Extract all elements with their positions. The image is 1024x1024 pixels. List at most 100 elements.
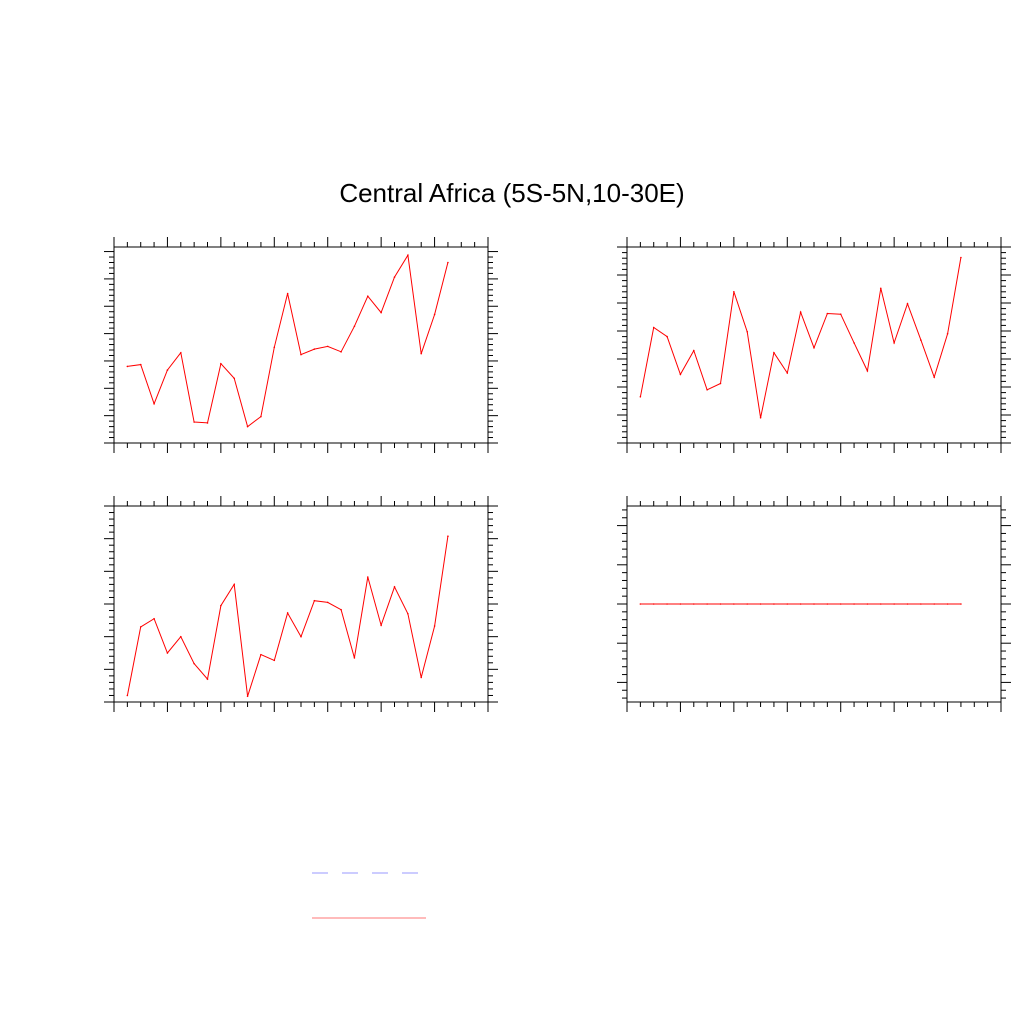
data-point: [179, 351, 182, 354]
data-point: [206, 678, 209, 680]
data-point: [853, 603, 855, 605]
data-point: [407, 254, 409, 257]
data-point: [393, 586, 396, 588]
data-point: [866, 603, 869, 605]
data-point: [799, 603, 802, 605]
data-point: [652, 603, 655, 605]
data-point: [393, 276, 396, 278]
data-point: [433, 625, 436, 627]
data-point: [893, 603, 895, 605]
data-point: [773, 603, 775, 605]
data-point: [946, 333, 949, 335]
data-point: [813, 347, 815, 349]
data-point: [166, 652, 169, 654]
data-point: [879, 603, 882, 605]
data-point: [813, 603, 815, 605]
data-point: [786, 372, 789, 374]
plot-frame: [113, 505, 489, 703]
data-point: [286, 612, 289, 614]
data-point: [153, 403, 155, 405]
data-point: [420, 352, 423, 355]
data-point: [326, 345, 329, 348]
data-point: [826, 603, 829, 605]
data-point: [313, 348, 316, 350]
data-point: [773, 351, 775, 354]
data-point: [126, 694, 129, 697]
data-point: [193, 662, 195, 665]
data-point: [839, 313, 842, 316]
data-point: [420, 676, 423, 679]
data-point: [273, 346, 276, 349]
panel-3: [104, 496, 498, 712]
data-point: [300, 635, 302, 638]
data-point: [639, 603, 642, 605]
legend: [312, 872, 426, 919]
data-point: [126, 365, 129, 368]
data-point: [946, 603, 949, 605]
data-point: [733, 603, 735, 605]
data-point: [179, 635, 182, 638]
data-point: [220, 604, 222, 607]
panel-2: [617, 237, 1011, 453]
data-point: [960, 256, 962, 259]
plot-frame: [113, 246, 489, 444]
data-point: [233, 583, 236, 586]
data-point: [879, 287, 882, 290]
data-point: [300, 353, 302, 356]
data-point: [326, 601, 329, 604]
data-point: [920, 339, 922, 341]
data-point: [786, 603, 789, 605]
data-point: [139, 626, 142, 628]
data-point: [313, 599, 316, 602]
data-point: [246, 695, 249, 698]
data-point: [692, 603, 695, 605]
data-point: [246, 425, 249, 428]
series-line: [639, 257, 962, 418]
data-point: [679, 373, 682, 376]
data-point: [380, 311, 382, 314]
data-point: [193, 421, 195, 423]
data-point: [666, 603, 668, 605]
data-point: [353, 657, 356, 659]
data-point: [206, 422, 209, 424]
data-point: [746, 330, 749, 333]
data-point: [286, 292, 289, 295]
data-point: [759, 603, 762, 605]
data-point: [733, 291, 735, 293]
data-point: [353, 325, 356, 328]
data-point: [447, 261, 449, 264]
data-point: [933, 603, 936, 605]
data-point: [759, 417, 762, 419]
data-point: [340, 608, 342, 611]
data-point: [340, 351, 342, 353]
data-point: [166, 369, 169, 371]
data-point: [799, 311, 802, 313]
series-line: [127, 253, 449, 428]
data-point: [906, 603, 909, 605]
data-point: [692, 349, 695, 352]
data-point: [366, 295, 369, 298]
series-line: [126, 536, 449, 697]
data-point: [447, 535, 449, 538]
data-point: [366, 576, 369, 578]
data-point: [706, 389, 708, 391]
data-point: [866, 370, 869, 372]
data-point: [666, 335, 668, 338]
data-point: [652, 326, 655, 329]
data-point: [153, 617, 155, 620]
data-point: [839, 603, 842, 605]
data-point: [853, 342, 855, 344]
data-point: [906, 302, 909, 305]
panel-4: [617, 496, 1011, 712]
data-point: [220, 362, 222, 365]
data-point: [893, 342, 895, 344]
data-point: [139, 363, 142, 366]
data-point: [826, 312, 829, 315]
panels: [104, 237, 1011, 712]
data-point: [260, 653, 262, 656]
data-point: [407, 613, 409, 615]
plot-frame: [626, 246, 1002, 444]
data-point: [719, 603, 722, 605]
panel-1: [104, 237, 498, 453]
